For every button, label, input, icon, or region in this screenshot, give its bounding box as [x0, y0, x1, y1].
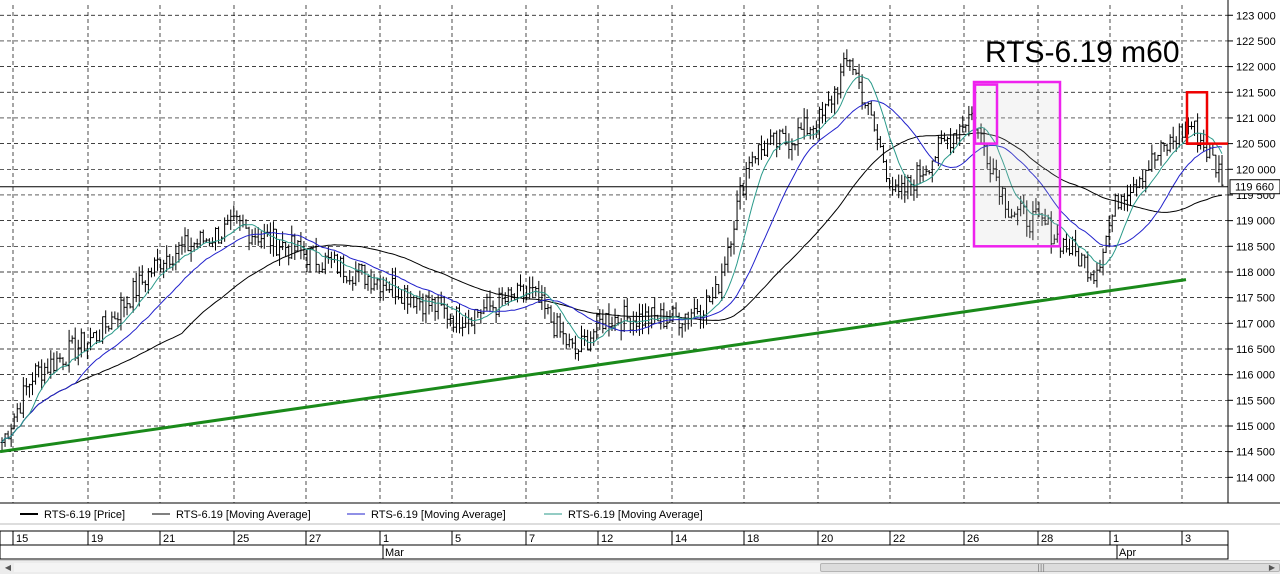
y-tick-label: 115 500 [1236, 395, 1275, 407]
range-box-small [973, 83, 999, 145]
y-tick-label: 122 500 [1236, 36, 1276, 48]
date-label: 19 [91, 533, 103, 545]
y-tick-label: 120 000 [1236, 164, 1276, 176]
date-label: 21 [163, 533, 175, 545]
last-price-label: 119 660 [1235, 182, 1274, 194]
date-label: 15 [16, 533, 28, 545]
last-price-box [1229, 179, 1280, 195]
chart-title: RTS-6.19 m60 [985, 36, 1180, 69]
y-tick-label: 122 000 [1236, 62, 1276, 74]
y-tick-label: 114 000 [1236, 472, 1275, 484]
legend-entry: RTS-6.19 [Moving Average] [568, 509, 703, 521]
date-label: 3 [1185, 533, 1191, 545]
y-tick-label: 118 000 [1236, 267, 1275, 279]
date-label: 25 [237, 533, 249, 545]
date-label: 27 [309, 533, 321, 545]
annotations [0, 80, 1228, 454]
date-label: 20 [821, 533, 833, 545]
y-tick-label: 120 500 [1236, 139, 1276, 151]
scroll-left-arrow-icon[interactable]: ◀ [4, 563, 12, 572]
y-tick-label: 117 500 [1236, 293, 1275, 305]
date-label: 18 [747, 533, 759, 545]
legend-entry: RTS-6.19 [Moving Average] [176, 509, 311, 521]
legend-entry: RTS-6.19 [Moving Average] [371, 509, 506, 521]
month-label: Apr [1119, 547, 1136, 559]
y-tick-label: 117 000 [1236, 318, 1275, 330]
date-label: 1 [383, 533, 389, 545]
y-tick-label: 119 000 [1236, 216, 1275, 228]
price-axis: 114 000 114 500 115 000 115 500 116 000 116 5… [0, 0, 1280, 504]
date-label: 14 [675, 533, 687, 545]
y-tick-label: 123 000 [1236, 10, 1276, 22]
y-tick-label: 116 000 [1236, 370, 1275, 382]
y-tick-label: 121 500 [1236, 87, 1276, 99]
date-label: 12 [601, 533, 613, 545]
y-tick-label: 121 000 [1236, 113, 1276, 125]
month-label: Mar [385, 547, 404, 559]
y-tick-label: 115 000 [1236, 421, 1275, 433]
date-label: 5 [455, 533, 461, 545]
y-tick-label: 114 500 [1236, 447, 1275, 459]
date-label: 22 [893, 533, 905, 545]
moving-average-line-fast [1, 75, 1223, 443]
legend-entry: RTS-6.19 [Price] [44, 509, 125, 521]
plot-area [0, 5, 1228, 503]
y-tick-label: 116 500 [1236, 344, 1275, 356]
horizontal-scrollbar[interactable]: ◀ ||| ▶ [0, 560, 1280, 574]
trendline [0, 278, 1187, 454]
scroll-thumb[interactable]: ||| [820, 563, 1280, 572]
date-label: 1 [1113, 533, 1119, 545]
date-label: 28 [1041, 533, 1053, 545]
moving-average-line-slow [1, 132, 1223, 443]
scroll-grip-icon: ||| [1037, 563, 1046, 572]
date-label: 7 [529, 533, 535, 545]
legend: RTS-6.19 [Price] RTS-6.19 [Moving Average… [0, 509, 1280, 525]
scroll-right-arrow-icon[interactable]: ▶ [1268, 563, 1276, 572]
scroll-track[interactable]: ||| [14, 563, 1280, 572]
range-box-large [972, 80, 1062, 248]
y-tick-label: 118 500 [1236, 241, 1275, 253]
date-label: 26 [967, 533, 979, 545]
